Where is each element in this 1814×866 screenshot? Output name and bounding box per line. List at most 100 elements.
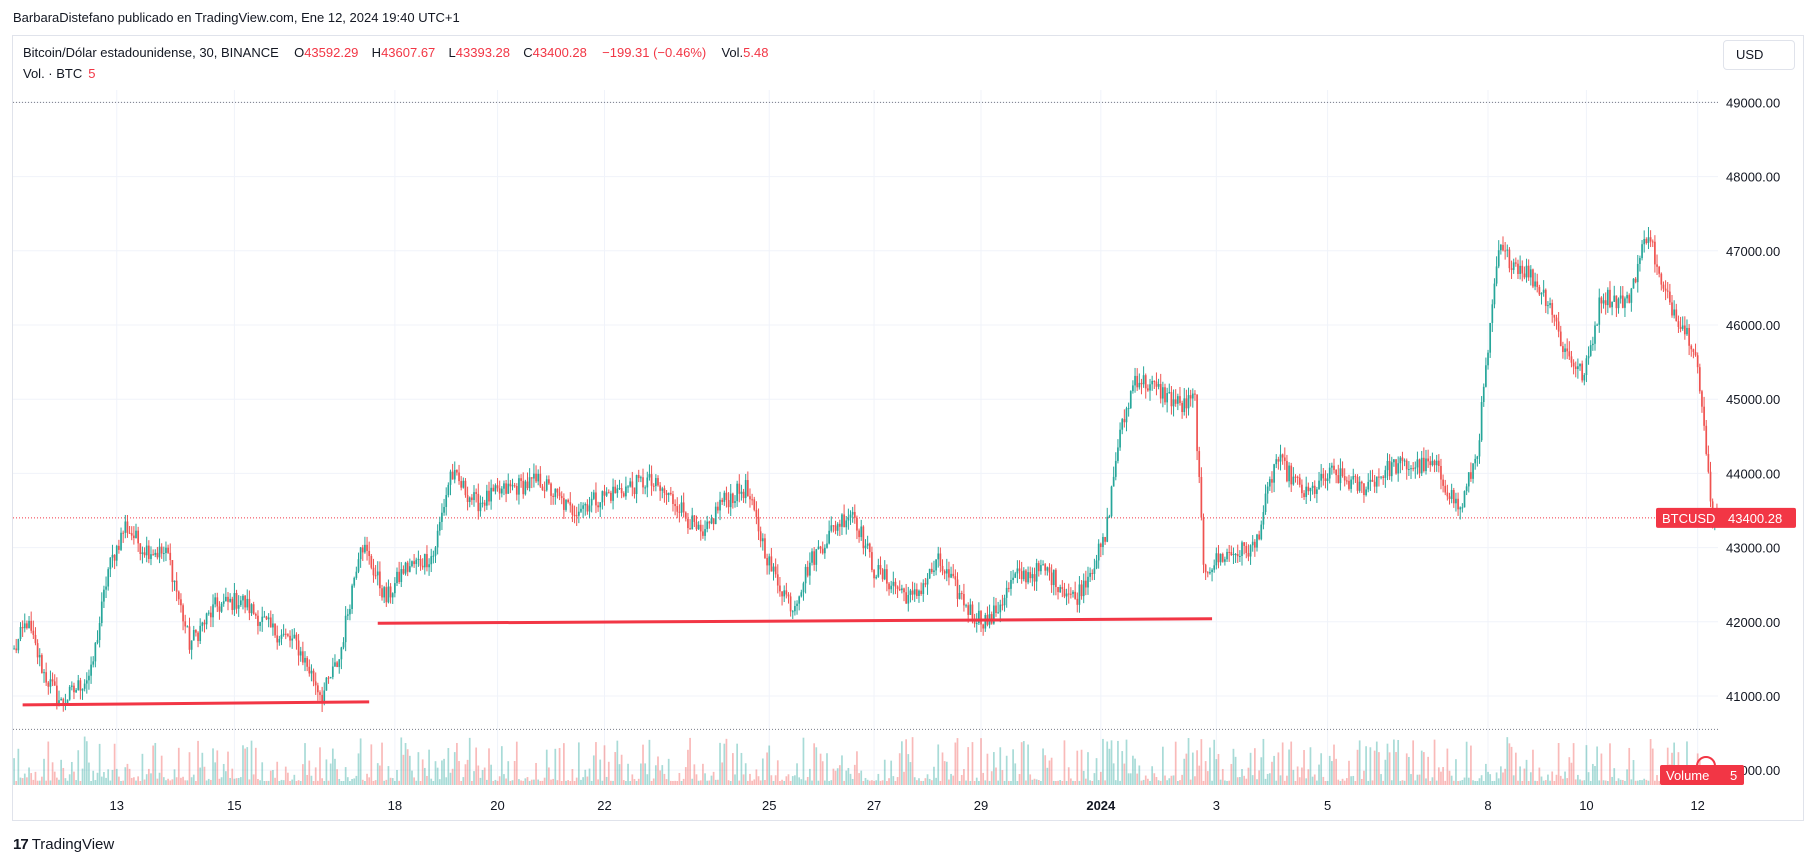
candle-body <box>847 517 850 521</box>
volume-bar <box>263 780 266 785</box>
candle-body <box>263 616 266 618</box>
volume-bar <box>1234 756 1237 785</box>
volume-bar <box>751 780 753 785</box>
volume-legend[interactable]: Vol. · BTC 5 <box>23 66 95 81</box>
volume-bar <box>411 770 413 785</box>
volume-bar <box>1502 772 1504 785</box>
volume-bar <box>406 749 409 785</box>
volume-bar <box>327 780 330 785</box>
candle-body <box>346 614 349 616</box>
volume-bar <box>272 770 274 785</box>
candle-body <box>706 521 709 530</box>
candle-body <box>453 469 456 480</box>
candle-body <box>233 592 236 610</box>
volume-bar <box>1288 749 1290 785</box>
volume-bar <box>248 779 251 785</box>
symbol-title[interactable]: Bitcoin/Dólar estadounidense, 30, BINANC… <box>23 45 279 60</box>
candle-body <box>838 523 841 527</box>
candle-body <box>160 546 163 554</box>
volume-bar <box>471 780 473 785</box>
volume-bar <box>997 780 999 785</box>
candle-body <box>592 492 595 499</box>
currency-button[interactable]: USD <box>1723 40 1795 70</box>
time-tick-label: 18 <box>388 798 402 813</box>
candle-body <box>1185 398 1188 409</box>
candle-body <box>821 548 824 554</box>
candle-body <box>100 601 103 624</box>
volume-bar <box>1271 761 1273 785</box>
candle-body <box>118 545 120 550</box>
volume-bar <box>218 778 221 785</box>
support-line <box>377 617 1213 625</box>
volume-bar <box>413 777 415 785</box>
candle-body <box>464 480 467 496</box>
candle-body <box>1230 552 1233 555</box>
volume-bar <box>340 780 343 785</box>
volume-bar <box>845 770 848 785</box>
volume-bar <box>509 780 512 785</box>
volume-bar <box>853 764 856 785</box>
candle-body <box>937 553 940 560</box>
candle-body <box>518 478 520 495</box>
volume-bar <box>657 756 659 785</box>
candle-body <box>113 554 116 561</box>
volume-bar <box>1536 780 1539 785</box>
candle-body <box>1307 486 1310 492</box>
volume-bar <box>1294 780 1297 785</box>
volume-bar <box>1485 763 1487 785</box>
candle-body <box>1202 517 1205 565</box>
volume-bar <box>1239 777 1241 785</box>
volume-bar <box>13 758 15 785</box>
volume-bar <box>1247 767 1250 785</box>
volume-bar <box>781 779 783 785</box>
volume-bar <box>1211 780 1213 785</box>
candle-body <box>1577 366 1579 370</box>
candle-body <box>1429 461 1432 466</box>
volume-bar <box>969 780 972 785</box>
volume-bar <box>186 780 189 785</box>
candle-body <box>1322 473 1325 479</box>
candle-body <box>1121 419 1124 430</box>
volume-bar <box>394 780 396 785</box>
candle-body <box>77 680 80 690</box>
candle-body <box>1345 480 1348 482</box>
volume-bar <box>533 779 535 785</box>
volume-bar <box>402 754 405 785</box>
volume-bar <box>107 769 110 785</box>
volume-bar <box>659 770 661 785</box>
candle-body <box>684 512 687 519</box>
volume-bar <box>774 775 777 785</box>
volume-bar <box>447 748 450 785</box>
volume-bar <box>297 780 300 785</box>
volume-bar <box>1514 752 1517 785</box>
candle-body <box>648 474 651 478</box>
candle-body <box>276 635 279 643</box>
candle-body <box>1003 597 1006 606</box>
volume-bars <box>13 736 1718 785</box>
candle-body <box>1234 554 1237 556</box>
candle-body <box>1245 545 1248 553</box>
candle-body <box>1224 559 1226 562</box>
candle-body <box>1277 459 1280 462</box>
candle-body <box>66 699 69 704</box>
candle-body <box>1371 479 1374 482</box>
candle-body <box>282 633 285 635</box>
candle-body <box>51 679 54 682</box>
candle-body <box>381 588 383 598</box>
candle-body <box>1215 553 1218 566</box>
volume-bar <box>490 764 492 785</box>
candle-body <box>1112 476 1115 487</box>
tradingview-logo[interactable]: 17 TradingView <box>13 836 114 853</box>
volume-bar <box>558 747 561 785</box>
candle-body <box>894 581 897 587</box>
volume-bar <box>710 775 713 785</box>
candle-body <box>552 495 555 497</box>
volume-bar <box>1621 780 1624 785</box>
volume-bar <box>1555 774 1558 785</box>
candle-body <box>569 502 572 506</box>
volume-bar <box>1243 775 1246 785</box>
volume-bar <box>1641 780 1643 785</box>
volume-bar <box>1577 774 1579 785</box>
volume-bar <box>988 780 991 785</box>
